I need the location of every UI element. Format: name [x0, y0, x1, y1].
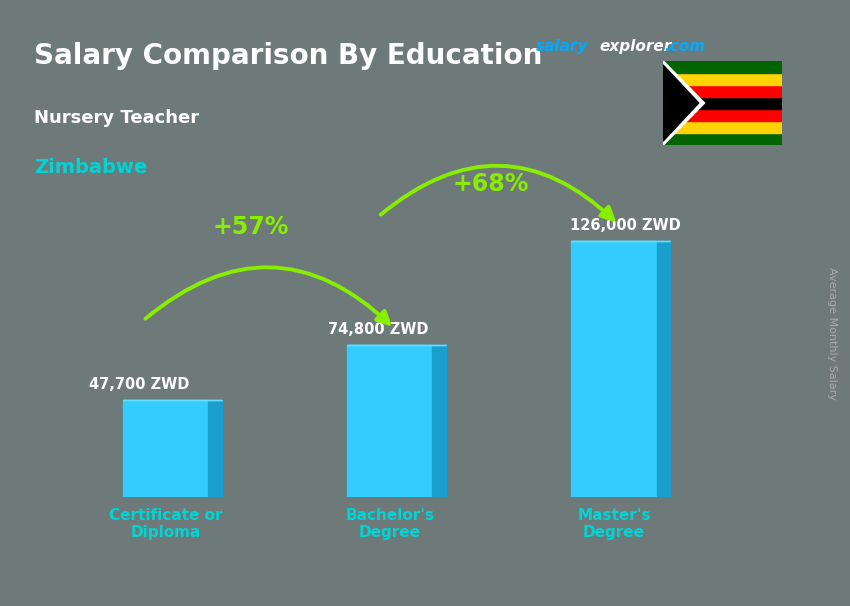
Polygon shape — [663, 61, 705, 145]
Polygon shape — [433, 345, 446, 497]
Text: Average Monthly Salary: Average Monthly Salary — [827, 267, 837, 400]
Bar — [663, 73, 782, 85]
Text: .com: .com — [665, 39, 706, 55]
Text: 74,800 ZWD: 74,800 ZWD — [328, 322, 429, 337]
Text: +68%: +68% — [452, 172, 529, 196]
Polygon shape — [656, 241, 670, 497]
Bar — [123, 400, 208, 497]
Bar — [663, 85, 782, 97]
Text: 47,700 ZWD: 47,700 ZWD — [88, 377, 189, 392]
Bar — [663, 97, 782, 109]
Text: +57%: +57% — [212, 215, 289, 239]
Polygon shape — [208, 400, 222, 497]
Bar — [663, 121, 782, 133]
Text: explorer: explorer — [599, 39, 672, 55]
Text: Nursery Teacher: Nursery Teacher — [34, 109, 199, 127]
Bar — [663, 109, 782, 121]
Bar — [348, 345, 433, 497]
Text: Salary Comparison By Education: Salary Comparison By Education — [34, 42, 542, 70]
Text: Zimbabwe: Zimbabwe — [34, 158, 147, 176]
Text: 126,000 ZWD: 126,000 ZWD — [570, 218, 681, 233]
Bar — [663, 61, 782, 73]
Bar — [663, 133, 782, 145]
Polygon shape — [663, 65, 699, 141]
Text: salary: salary — [536, 39, 588, 55]
Bar — [571, 241, 656, 497]
